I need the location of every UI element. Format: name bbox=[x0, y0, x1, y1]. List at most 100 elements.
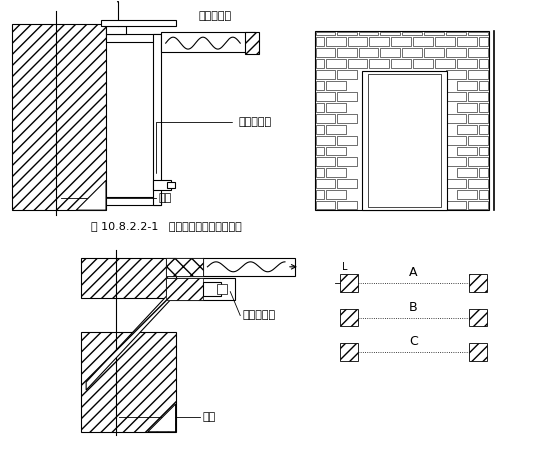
Bar bbox=[316, 32, 335, 35]
Bar bbox=[369, 59, 389, 68]
Bar bbox=[316, 179, 335, 188]
Bar bbox=[81, 258, 175, 298]
Text: 墙体: 墙体 bbox=[159, 193, 172, 203]
Text: C: C bbox=[409, 335, 418, 348]
Bar bbox=[479, 124, 488, 133]
Bar bbox=[468, 48, 488, 57]
Bar bbox=[402, 32, 422, 35]
Bar bbox=[446, 157, 466, 167]
Bar bbox=[446, 136, 466, 145]
Bar bbox=[479, 190, 488, 199]
Bar bbox=[326, 124, 345, 133]
Bar bbox=[446, 32, 466, 35]
Bar bbox=[81, 332, 175, 432]
Bar bbox=[203, 282, 221, 296]
Bar bbox=[468, 114, 488, 123]
Bar bbox=[457, 37, 477, 46]
Bar bbox=[457, 190, 477, 199]
Bar bbox=[336, 32, 356, 35]
Bar bbox=[167, 183, 175, 188]
Bar bbox=[326, 190, 345, 199]
Bar bbox=[326, 37, 345, 46]
Bar bbox=[446, 70, 466, 79]
Bar bbox=[435, 59, 455, 68]
Bar bbox=[446, 48, 466, 57]
Polygon shape bbox=[148, 404, 175, 432]
Bar bbox=[479, 168, 488, 177]
Bar bbox=[326, 59, 345, 68]
Bar bbox=[392, 37, 411, 46]
Bar bbox=[326, 168, 345, 177]
Bar bbox=[457, 81, 477, 90]
Bar bbox=[106, 26, 126, 34]
Bar bbox=[316, 190, 324, 199]
Polygon shape bbox=[76, 180, 106, 210]
Bar bbox=[359, 32, 378, 35]
Bar bbox=[315, 31, 488, 210]
Bar bbox=[340, 274, 358, 292]
Bar bbox=[363, 71, 447, 210]
Bar bbox=[446, 114, 466, 123]
Bar bbox=[316, 136, 335, 145]
Text: 打钉拉铁皮: 打钉拉铁皮 bbox=[198, 11, 232, 22]
Bar bbox=[316, 157, 335, 167]
Bar bbox=[316, 124, 324, 133]
Bar bbox=[340, 344, 358, 361]
Bar bbox=[457, 168, 477, 177]
Bar bbox=[479, 59, 488, 68]
Bar bbox=[424, 48, 444, 57]
Bar bbox=[468, 92, 488, 101]
Bar bbox=[402, 48, 422, 57]
Bar bbox=[457, 146, 477, 155]
Bar bbox=[469, 274, 487, 292]
Bar bbox=[435, 37, 455, 46]
Bar bbox=[479, 146, 488, 155]
Bar bbox=[165, 258, 295, 276]
Bar bbox=[165, 278, 235, 300]
Text: 图 10.8.2.2-1   钢木质防火门结构安装图: 图 10.8.2.2-1 钢木质防火门结构安装图 bbox=[91, 221, 242, 231]
Text: 防火木门框: 防火木门框 bbox=[242, 310, 275, 321]
Bar bbox=[369, 37, 389, 46]
Bar bbox=[392, 59, 411, 68]
Text: L: L bbox=[341, 262, 347, 272]
Text: B: B bbox=[409, 300, 418, 314]
Polygon shape bbox=[113, 0, 123, 2]
Bar bbox=[153, 180, 170, 190]
Bar bbox=[457, 59, 477, 68]
Bar bbox=[326, 103, 345, 112]
Bar bbox=[468, 70, 488, 79]
Bar bbox=[457, 124, 477, 133]
Bar bbox=[446, 201, 466, 209]
Bar bbox=[101, 20, 175, 26]
Bar bbox=[446, 179, 466, 188]
Bar bbox=[340, 308, 358, 327]
Bar bbox=[106, 197, 161, 205]
Bar bbox=[413, 59, 433, 68]
Text: A: A bbox=[409, 266, 417, 279]
Bar bbox=[468, 32, 488, 35]
Bar bbox=[336, 179, 356, 188]
Bar bbox=[316, 146, 324, 155]
Bar bbox=[479, 37, 488, 46]
Bar bbox=[161, 32, 255, 52]
Bar bbox=[165, 278, 203, 300]
Bar bbox=[316, 59, 324, 68]
Bar bbox=[336, 114, 356, 123]
Bar bbox=[348, 37, 368, 46]
Bar bbox=[348, 59, 368, 68]
Bar bbox=[369, 74, 441, 207]
Bar bbox=[326, 81, 345, 90]
Bar bbox=[336, 48, 356, 57]
Bar bbox=[380, 32, 400, 35]
Bar bbox=[468, 157, 488, 167]
Bar bbox=[153, 34, 161, 205]
Bar bbox=[326, 146, 345, 155]
Bar bbox=[165, 258, 203, 276]
Bar bbox=[245, 32, 259, 54]
Bar bbox=[468, 201, 488, 209]
Bar bbox=[359, 48, 378, 57]
Bar bbox=[336, 92, 356, 101]
Bar bbox=[336, 136, 356, 145]
Bar bbox=[457, 103, 477, 112]
Bar bbox=[316, 81, 324, 90]
